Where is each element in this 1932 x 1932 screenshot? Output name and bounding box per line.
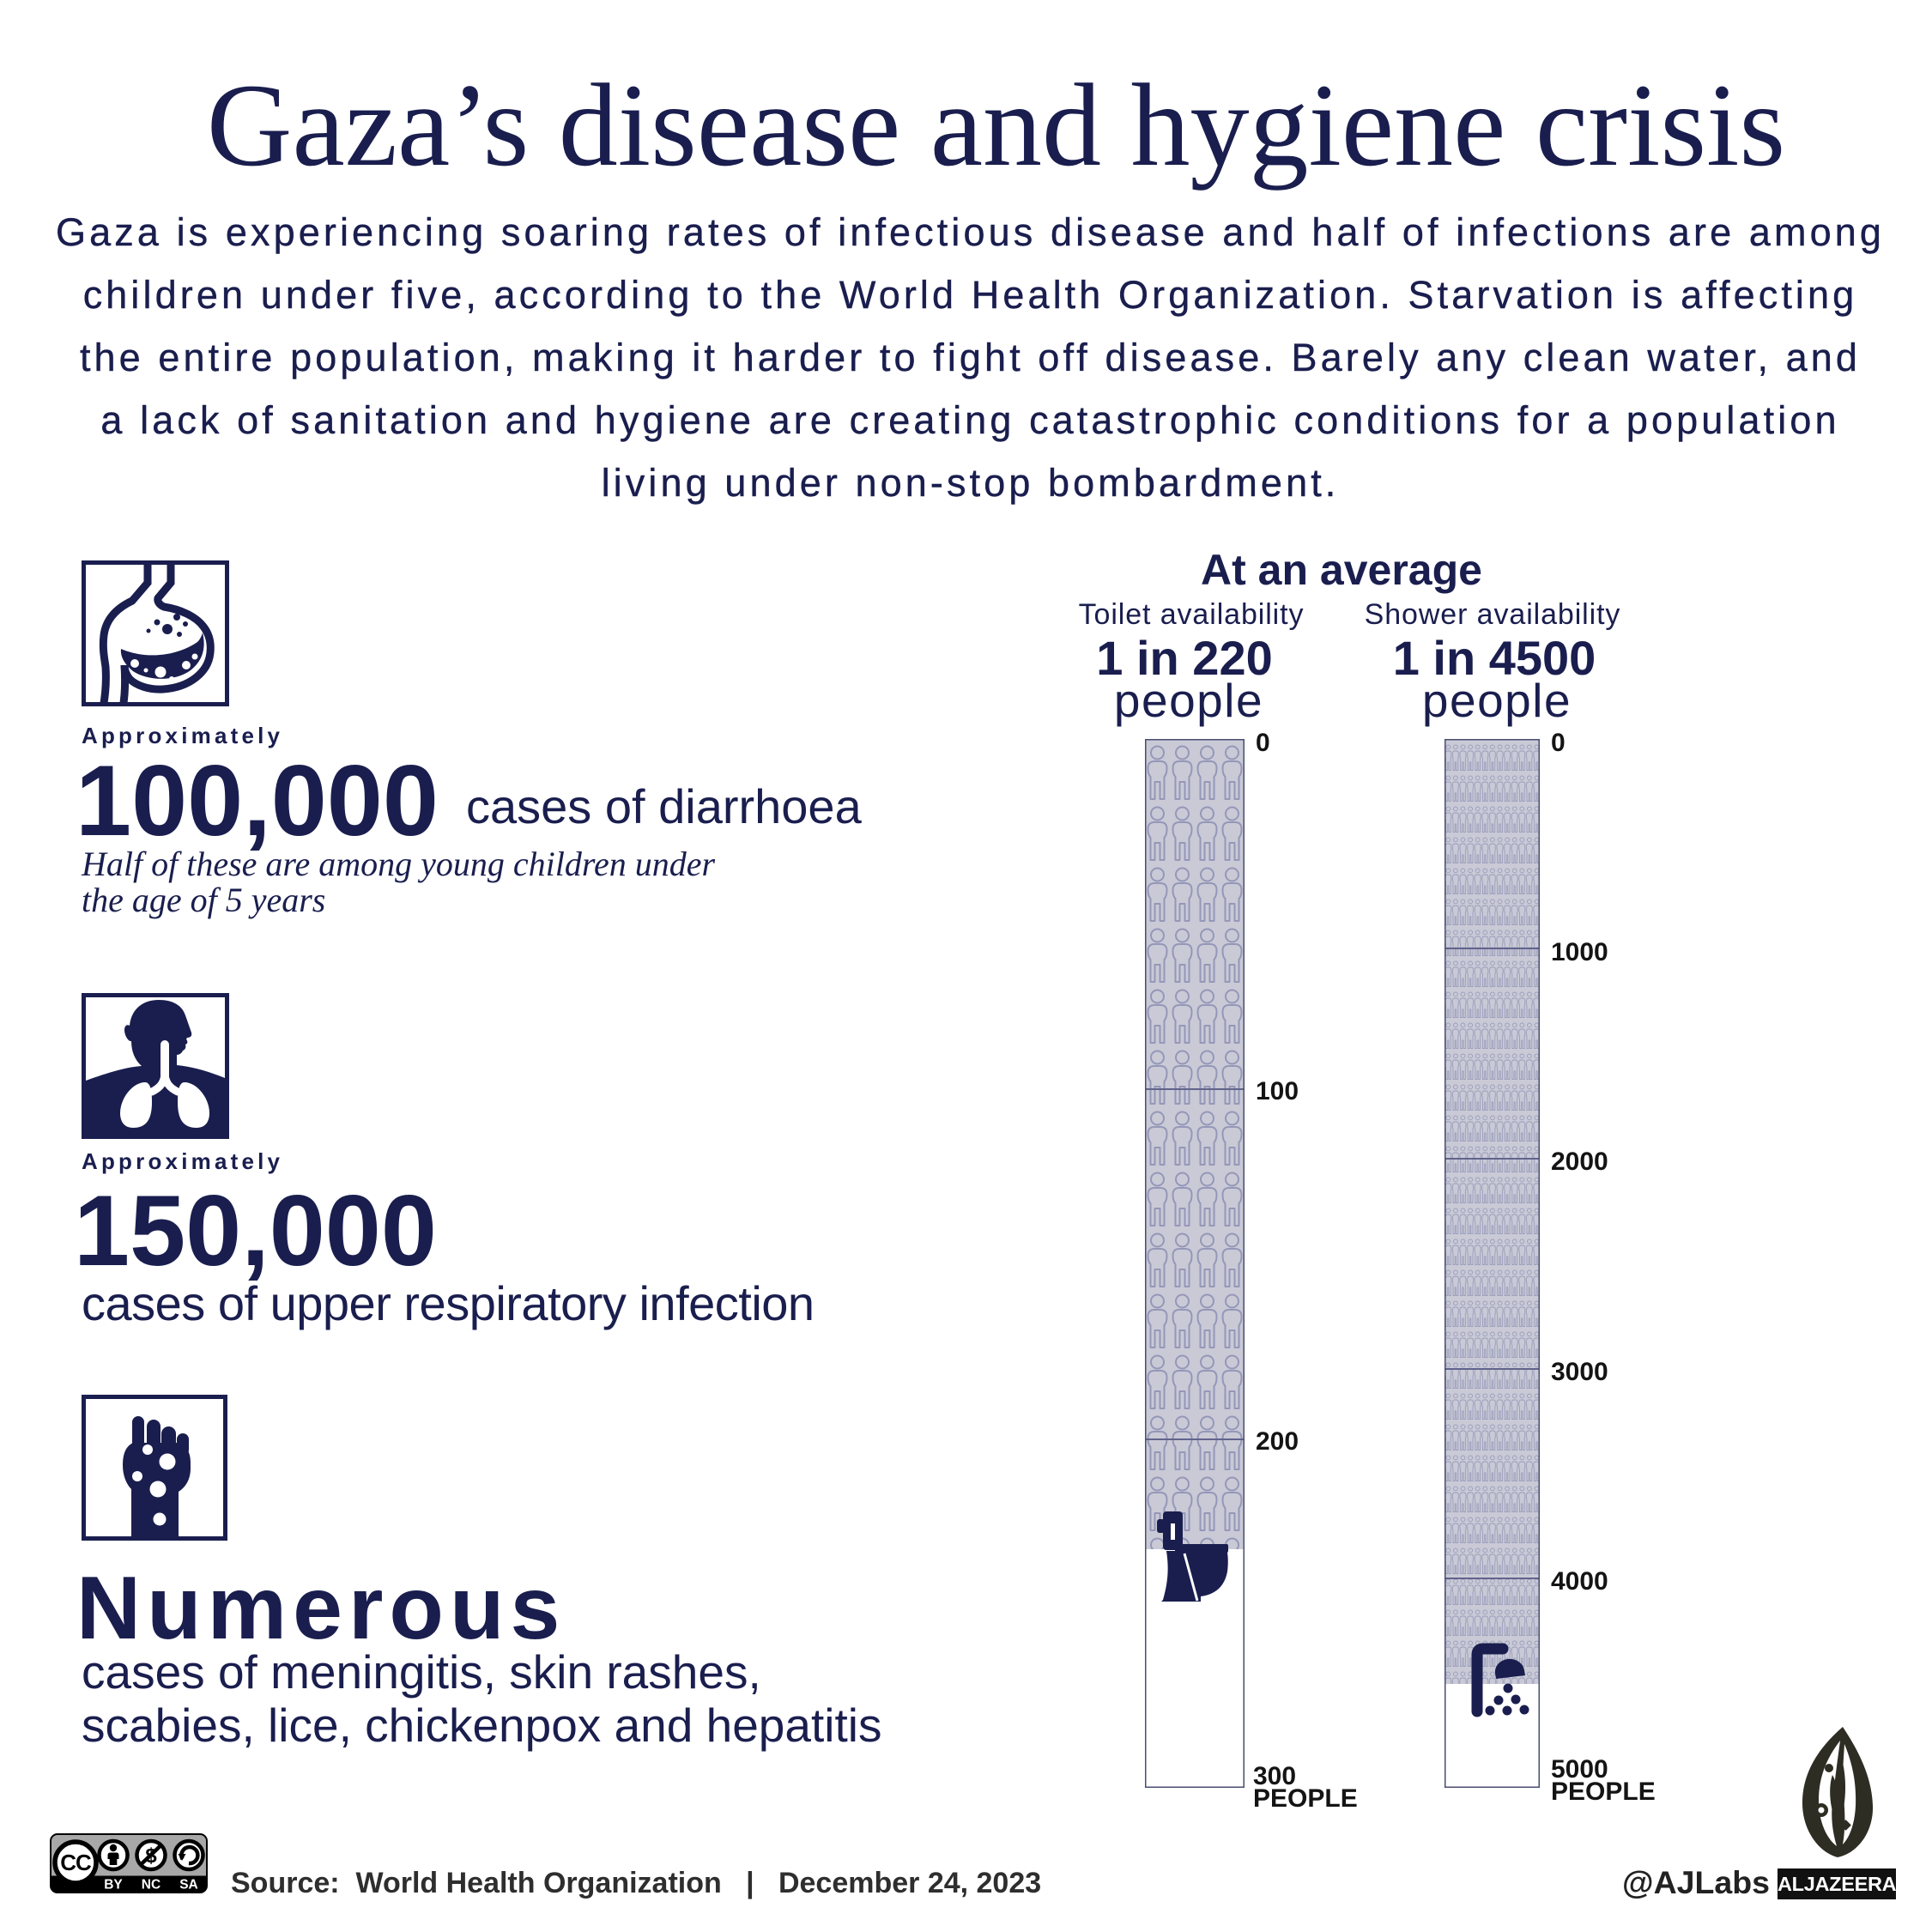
- svg-text:NC: NC: [142, 1878, 160, 1893]
- svg-text:CC: CC: [60, 1850, 92, 1875]
- svg-text:BY: BY: [104, 1878, 123, 1893]
- svg-text:SA: SA: [179, 1878, 198, 1893]
